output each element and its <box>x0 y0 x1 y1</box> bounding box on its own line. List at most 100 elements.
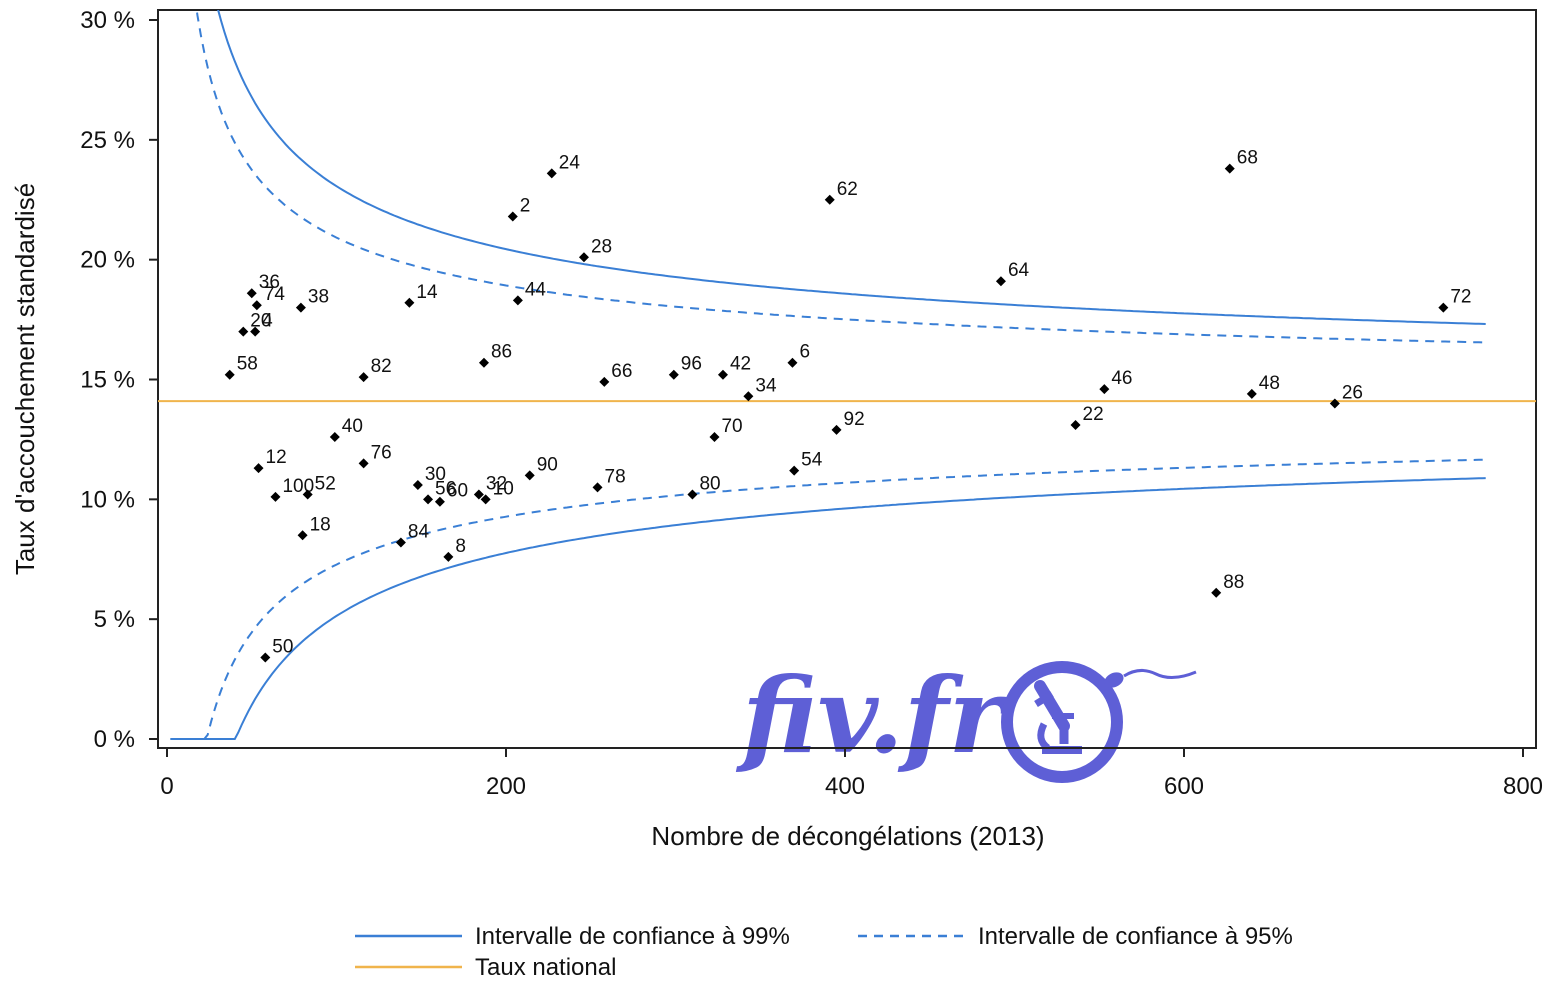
x-tick-label: 200 <box>486 773 526 800</box>
point-label-2: 2 <box>520 196 531 217</box>
x-axis: 0 200 400 600 800 <box>160 748 1543 800</box>
point-label-38: 38 <box>308 287 329 308</box>
point-label-74: 74 <box>264 284 286 305</box>
point-marker-22 <box>1070 420 1081 431</box>
point-marker-66 <box>599 376 610 387</box>
point-marker-12 <box>253 463 264 474</box>
point-marker-62 <box>824 194 835 205</box>
point-marker-78 <box>592 482 603 493</box>
point-marker-46 <box>1099 384 1110 395</box>
point-label-90: 90 <box>537 454 558 475</box>
point-marker-40 <box>329 432 340 443</box>
point-marker-10 <box>480 494 491 505</box>
legend-label-national: Taux national <box>475 954 616 981</box>
point-label-44: 44 <box>525 279 547 300</box>
point-marker-18 <box>297 530 308 541</box>
point-label-60: 60 <box>447 481 468 502</box>
series-ci99-lower <box>170 477 1486 740</box>
point-marker-74 <box>251 300 262 311</box>
point-label-40: 40 <box>342 416 363 437</box>
point-label-62: 62 <box>837 179 858 200</box>
point-marker-92 <box>831 424 842 435</box>
point-marker-100 <box>270 491 281 502</box>
point-label-14: 14 <box>416 282 438 303</box>
x-axis-title: Nombre de décongélations (2013) <box>651 821 1044 851</box>
point-label-46: 46 <box>1111 368 1132 389</box>
point-marker-4 <box>250 326 261 337</box>
point-label-50: 50 <box>272 637 293 658</box>
point-label-84: 84 <box>408 521 430 542</box>
microscope-sperm-icon <box>1001 661 1197 783</box>
point-marker-20 <box>238 326 249 337</box>
point-label-82: 82 <box>371 356 392 377</box>
legend: Intervalle de confiance à 99% Intervalle… <box>355 923 1293 981</box>
point-label-92: 92 <box>844 409 865 430</box>
x-tick-label: 600 <box>1164 773 1204 800</box>
y-tick-label: 20 % <box>80 247 135 274</box>
series-ci99-upper <box>217 10 1486 325</box>
x-tick-label: 0 <box>160 773 173 800</box>
point-label-52: 52 <box>315 474 336 495</box>
point-label-72: 72 <box>1450 287 1471 308</box>
point-marker-38 <box>295 302 306 313</box>
point-label-20: 20 <box>250 311 271 332</box>
point-marker-14 <box>404 297 415 308</box>
y-axis: 0 % 5 % 10 % 15 % 20 % 25 % 30 % <box>80 7 158 753</box>
point-marker-42 <box>717 369 728 380</box>
y-tick-label: 25 % <box>80 127 135 154</box>
point-label-36: 36 <box>259 272 280 293</box>
point-label-8: 8 <box>455 536 466 557</box>
y-tick-label: 10 % <box>80 486 135 513</box>
point-marker-56 <box>423 494 434 505</box>
point-marker-80 <box>687 489 698 500</box>
point-label-76: 76 <box>371 442 392 463</box>
point-marker-90 <box>524 470 535 481</box>
point-label-34: 34 <box>755 375 777 396</box>
point-marker-72 <box>1438 302 1449 313</box>
confidence-curves <box>158 10 1536 740</box>
point-label-68: 68 <box>1237 148 1258 169</box>
point-marker-96 <box>668 369 679 380</box>
x-tick-label: 800 <box>1503 773 1543 800</box>
point-label-66: 66 <box>611 361 632 382</box>
point-label-64: 64 <box>1008 260 1030 281</box>
point-marker-34 <box>743 391 754 402</box>
point-label-18: 18 <box>310 514 331 535</box>
point-marker-68 <box>1224 163 1235 174</box>
point-marker-70 <box>709 432 720 443</box>
point-label-86: 86 <box>491 342 512 363</box>
watermark-logo: fiv.fr <box>735 654 1197 783</box>
y-tick-label: 0 % <box>94 726 135 753</box>
x-tick-label: 400 <box>825 773 865 800</box>
y-axis-title: Taux d'accouchement standardisé <box>10 183 40 575</box>
point-marker-84 <box>395 537 406 548</box>
point-marker-50 <box>260 652 271 663</box>
point-marker-30 <box>412 479 423 490</box>
point-label-4: 4 <box>262 311 273 332</box>
series-ci95-upper <box>195 10 1486 344</box>
point-marker-86 <box>478 357 489 368</box>
point-marker-2 <box>507 211 518 222</box>
point-marker-76 <box>358 458 369 469</box>
point-marker-82 <box>358 372 369 383</box>
point-label-42: 42 <box>730 354 751 375</box>
y-tick-label: 5 % <box>94 606 135 633</box>
watermark-text: fiv.fr <box>735 654 1011 777</box>
point-marker-24 <box>546 168 557 179</box>
point-label-56: 56 <box>435 478 456 499</box>
point-label-30: 30 <box>425 464 446 485</box>
point-label-48: 48 <box>1259 373 1280 394</box>
point-label-88: 88 <box>1223 572 1244 593</box>
point-marker-36 <box>246 288 257 299</box>
point-marker-58 <box>224 369 235 380</box>
point-marker-26 <box>1329 398 1340 409</box>
point-label-22: 22 <box>1083 404 1104 425</box>
point-marker-32 <box>473 489 484 500</box>
point-label-26: 26 <box>1342 382 1363 403</box>
point-marker-60 <box>434 496 445 507</box>
point-label-80: 80 <box>699 474 720 495</box>
series-ci95-lower <box>170 458 1486 740</box>
point-marker-54 <box>789 465 800 476</box>
